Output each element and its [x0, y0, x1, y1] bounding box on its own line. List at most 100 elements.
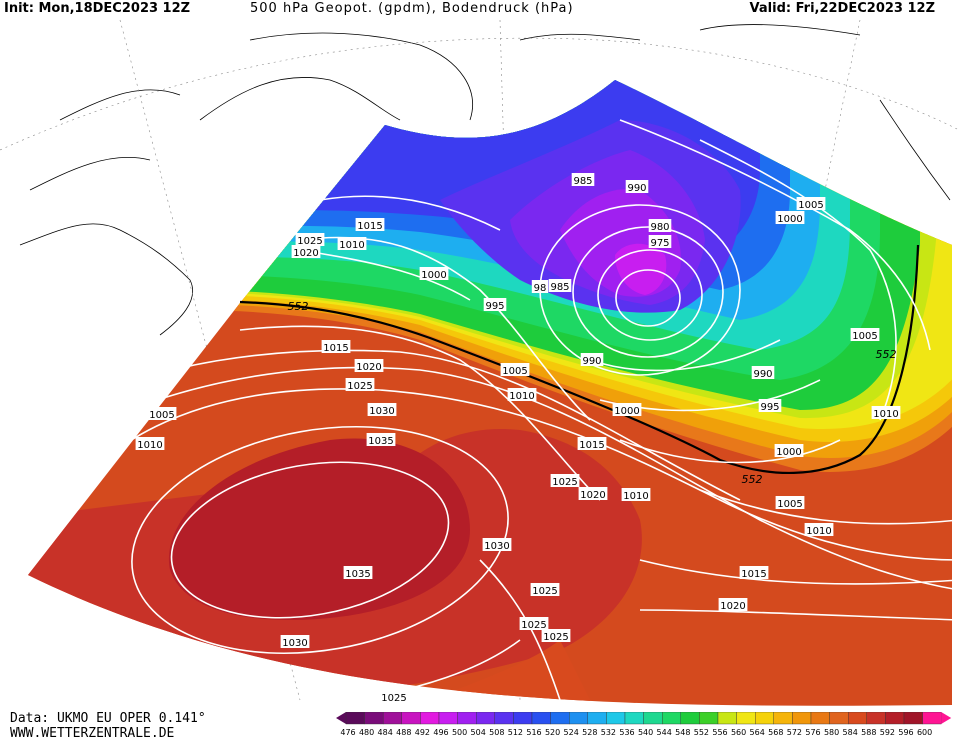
isobar-label: 1025 — [345, 378, 375, 392]
colorbar-swatch — [903, 712, 923, 725]
isobar-label: 1025 — [295, 233, 325, 247]
data-source: Data: UKMO EU OPER 0.141° — [10, 711, 206, 726]
isobar-label-text: 1000 — [776, 447, 801, 458]
website: WWW.WETTERZENTRALE.DE — [10, 726, 175, 741]
isobar-label: 1010 — [337, 237, 367, 251]
isobar-label-bg — [751, 366, 775, 379]
valid-time: Valid: Fri,22DEC2023 12Z — [749, 1, 935, 16]
coastline-layer — [19, 24, 951, 336]
isobar-label: 990 — [751, 366, 775, 380]
isobar-lines — [29, 119, 959, 701]
isobar-label-text: 1005 — [798, 200, 823, 211]
isobar-label-bg — [355, 218, 385, 231]
isobar-label-bg — [530, 583, 560, 596]
isobar-label: 1010 — [621, 488, 651, 502]
colorbar-swatch — [736, 712, 756, 725]
isobar-label-bg — [531, 280, 549, 293]
colorbar-tick-label: 504 — [471, 728, 486, 737]
isobar-label-text: 1025 — [552, 477, 577, 488]
isobar-label: 1015 — [739, 566, 769, 580]
isobar-label-bg — [775, 211, 805, 224]
colorbar-tick-label: 544 — [657, 728, 672, 737]
colorbar-swatch — [475, 712, 495, 725]
isobar-label-text: 995 — [485, 301, 504, 312]
isobar-label-text: 1010 — [509, 391, 534, 402]
isobar-label-bg — [739, 566, 769, 579]
isobar-label-text: 990 — [627, 183, 646, 194]
isobar-label-text: 1015 — [579, 440, 604, 451]
isobar-label-text: 1025 — [532, 586, 557, 597]
colorbar-swatch — [848, 712, 868, 725]
isobar-label: 1005 — [850, 328, 880, 342]
colorbar-swatch — [420, 712, 440, 725]
isobar-label-bg — [612, 403, 642, 416]
isobar-label-bg — [548, 279, 572, 292]
isobar-label-text: 1015 — [323, 343, 348, 354]
isobar-label-text: 1005 — [777, 499, 802, 510]
geopotential-field — [28, 80, 952, 706]
colorbar-swatch — [885, 712, 905, 725]
isobar-label: 1005 — [147, 407, 177, 421]
colorbar-swatch — [922, 712, 942, 725]
isobar-label-bg — [419, 267, 449, 280]
isobar-label: 1010 — [507, 388, 537, 402]
isobar-label: 1000 — [775, 211, 805, 225]
isobar-label-bg — [571, 173, 595, 186]
isobar-label: 980 — [648, 219, 672, 233]
isobar-label-bg — [871, 406, 901, 419]
isobar-label-bg — [366, 433, 396, 446]
colorbar-tick-label: 508 — [489, 728, 504, 737]
isobar-label-bg — [804, 523, 834, 536]
isobar-label-bg — [775, 496, 805, 509]
isobar-label: 1020 — [578, 487, 608, 501]
isobar-label: 1010 — [135, 437, 165, 451]
isobar-label-text: 1030 — [484, 541, 509, 552]
colorbar-swatch — [457, 712, 477, 725]
isobar-label-text: 1005 — [502, 366, 527, 377]
isobar-label-text: 995 — [760, 402, 779, 413]
isobar-label: 990 — [580, 353, 604, 367]
isobar-label: 1025 — [530, 583, 560, 597]
isobar-label: 985 — [548, 279, 572, 293]
isobar-label-bg — [718, 598, 748, 611]
isobar-label-bg — [482, 538, 512, 551]
colorbar-swatch — [568, 712, 588, 725]
isobar-label-text: 1030 — [282, 638, 307, 649]
isobar-label: 1035 — [366, 433, 396, 447]
isobar-label-text: 1020 — [356, 362, 381, 373]
colorbar: 476 480 484 488 492 496 500 504 508 512 516 520 524 5… — [336, 712, 952, 737]
colorbar-swatch — [531, 712, 551, 725]
colorbar-swatch — [345, 712, 365, 725]
isobar-label-text: 990 — [753, 369, 772, 380]
isobar-label: 1025 — [379, 690, 409, 704]
colorbar-tick-label: 512 — [508, 728, 523, 737]
colorbar-tick-label: 592 — [880, 728, 895, 737]
geopotential-label-552: 552 — [288, 300, 309, 313]
colorbar-tick-label: 564 — [750, 728, 765, 737]
isobar-label-text: 1000 — [777, 214, 802, 225]
isobar-label-text: 1010 — [339, 240, 364, 251]
isobar-label: 1030 — [482, 538, 512, 552]
isobar-label-bg — [580, 353, 604, 366]
isobar-label-text: 98 — [534, 283, 547, 294]
isobar-label: 1025 — [519, 617, 549, 631]
colorbar-tick-label: 568 — [768, 728, 783, 737]
isobar-label-text: 990 — [582, 356, 601, 367]
isobar-label-text: 1030 — [369, 406, 394, 417]
colorbar-swatch — [606, 712, 626, 725]
colorbar-swatch — [755, 712, 775, 725]
isobar-label-bg — [367, 403, 397, 416]
colorbar-tick-label: 528 — [582, 728, 597, 737]
isobar-label-bg — [291, 245, 321, 258]
isobar-label-text: 1010 — [806, 526, 831, 537]
colorbar-swatch — [364, 712, 384, 725]
isobar-label: 1030 — [280, 635, 310, 649]
isobar-label: 1000 — [419, 267, 449, 281]
isobar-label: 985 — [571, 173, 595, 187]
colorbar-swatch — [401, 712, 421, 725]
geopotential-label-552: 552 — [876, 348, 897, 361]
isobar-label-text: 985 — [550, 282, 569, 293]
colorbar-swatch — [383, 712, 403, 725]
